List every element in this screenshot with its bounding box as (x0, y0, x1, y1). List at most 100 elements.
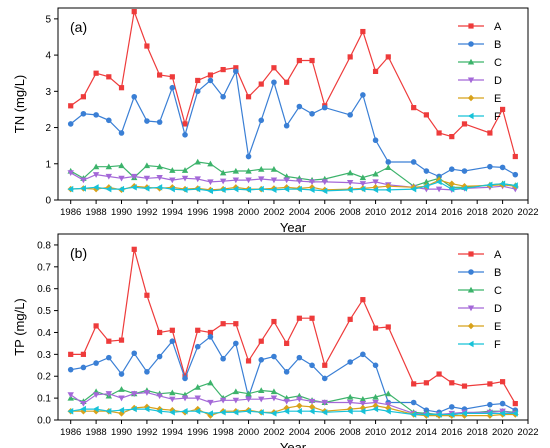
data-point-B (207, 77, 214, 84)
data-point-C (270, 166, 278, 172)
data-point-B (131, 93, 138, 100)
data-point-A (131, 9, 137, 15)
data-point-F (448, 185, 455, 193)
data-point-F (219, 186, 226, 194)
data-point-F (435, 178, 442, 186)
x-tick-label: 2020 (492, 207, 513, 218)
panel-label: (a) (70, 19, 87, 35)
data-point-C (194, 158, 201, 165)
data-point-D (92, 392, 100, 399)
y-tick-label: 0.6 (37, 284, 51, 295)
data-point-F (308, 408, 315, 415)
data-point-B (321, 375, 328, 382)
legend-label: D (494, 303, 502, 315)
data-point-D (67, 392, 74, 399)
legend-label: C (494, 285, 502, 297)
data-point-B (106, 117, 112, 124)
data-point-F (67, 185, 74, 193)
data-point-F (435, 411, 442, 418)
x-tick-label: 2022 (517, 427, 538, 438)
data-point-A (245, 358, 252, 364)
y-axis-title: TN (mg/L) (12, 75, 27, 134)
data-point-F (512, 410, 518, 417)
data-point-A (284, 340, 290, 347)
x-tick-label: 2012 (390, 207, 411, 218)
data-point-C (385, 390, 392, 397)
data-point-A (461, 121, 468, 127)
data-point-A (220, 66, 226, 73)
legend-label: A (494, 249, 502, 261)
data-point-D (169, 396, 176, 403)
data-point-A (207, 329, 214, 336)
data-point-A (195, 77, 201, 84)
data-point-D (207, 399, 214, 406)
data-point-F (105, 408, 112, 415)
data-point-B (423, 407, 430, 413)
x-tick-label: 2020 (492, 427, 513, 438)
x-tick-label: 2018 (467, 207, 488, 218)
data-point-C (372, 393, 379, 400)
data-point-F (486, 410, 493, 417)
data-point-C (118, 162, 125, 169)
data-point-B (283, 369, 290, 375)
data-point-C (156, 163, 163, 170)
data-point-F (359, 185, 366, 193)
data-point-F (92, 405, 99, 413)
legend-marker (467, 322, 475, 330)
data-point-B (131, 350, 138, 357)
data-point-A (245, 94, 252, 100)
data-point-A (258, 81, 264, 87)
data-point-B (169, 84, 176, 91)
data-point-F (423, 411, 429, 418)
chart-panel-2: 1986 1988 1990 1992 1994 1996 1998 2000 2002 2004… (12, 233, 539, 448)
data-point-E (308, 403, 316, 411)
y-tick-label: 0.5 (37, 306, 51, 317)
data-point-B (245, 153, 252, 160)
data-point-A (360, 297, 366, 303)
legend-item-B: B (458, 267, 501, 279)
data-point-B (93, 112, 99, 118)
data-point-A (106, 338, 112, 344)
data-point-C (169, 389, 176, 396)
legend-marker (467, 94, 475, 102)
data-point-B (194, 343, 201, 350)
data-point-A (144, 292, 150, 298)
series-A (68, 9, 518, 160)
data-point-F (499, 180, 506, 187)
data-point-B (296, 103, 303, 110)
data-point-B (347, 112, 353, 118)
data-point-A (449, 134, 455, 140)
data-point-B (448, 404, 455, 410)
legend-item-E: E (458, 321, 501, 333)
x-tick-label: 2006 (314, 207, 335, 218)
data-point-A (284, 79, 290, 85)
data-point-F (92, 184, 99, 191)
data-point-C (143, 162, 151, 169)
legend-marker (468, 23, 474, 29)
data-point-C (270, 388, 278, 395)
data-point-D (143, 390, 151, 396)
data-point-B (410, 399, 417, 406)
data-point-B (372, 137, 379, 144)
data-point-B (106, 354, 112, 361)
data-point-A (423, 380, 429, 386)
data-point-F (423, 183, 429, 190)
data-point-B (309, 110, 315, 117)
data-point-A (131, 246, 137, 252)
data-point-F (296, 185, 302, 193)
data-point-B (487, 163, 493, 170)
x-tick-label: 2000 (238, 207, 259, 218)
x-tick-label: 1988 (86, 207, 107, 218)
x-tick-label: 1988 (86, 427, 107, 438)
data-point-A (296, 57, 302, 64)
data-point-B (182, 375, 188, 382)
legend-item-F: F (458, 111, 501, 123)
data-point-A (118, 85, 125, 91)
data-point-D (118, 175, 125, 182)
data-point-D (131, 173, 138, 180)
data-point-D (346, 399, 354, 406)
data-point-B (80, 364, 87, 371)
data-point-F (270, 410, 277, 417)
data-point-D (156, 393, 163, 400)
